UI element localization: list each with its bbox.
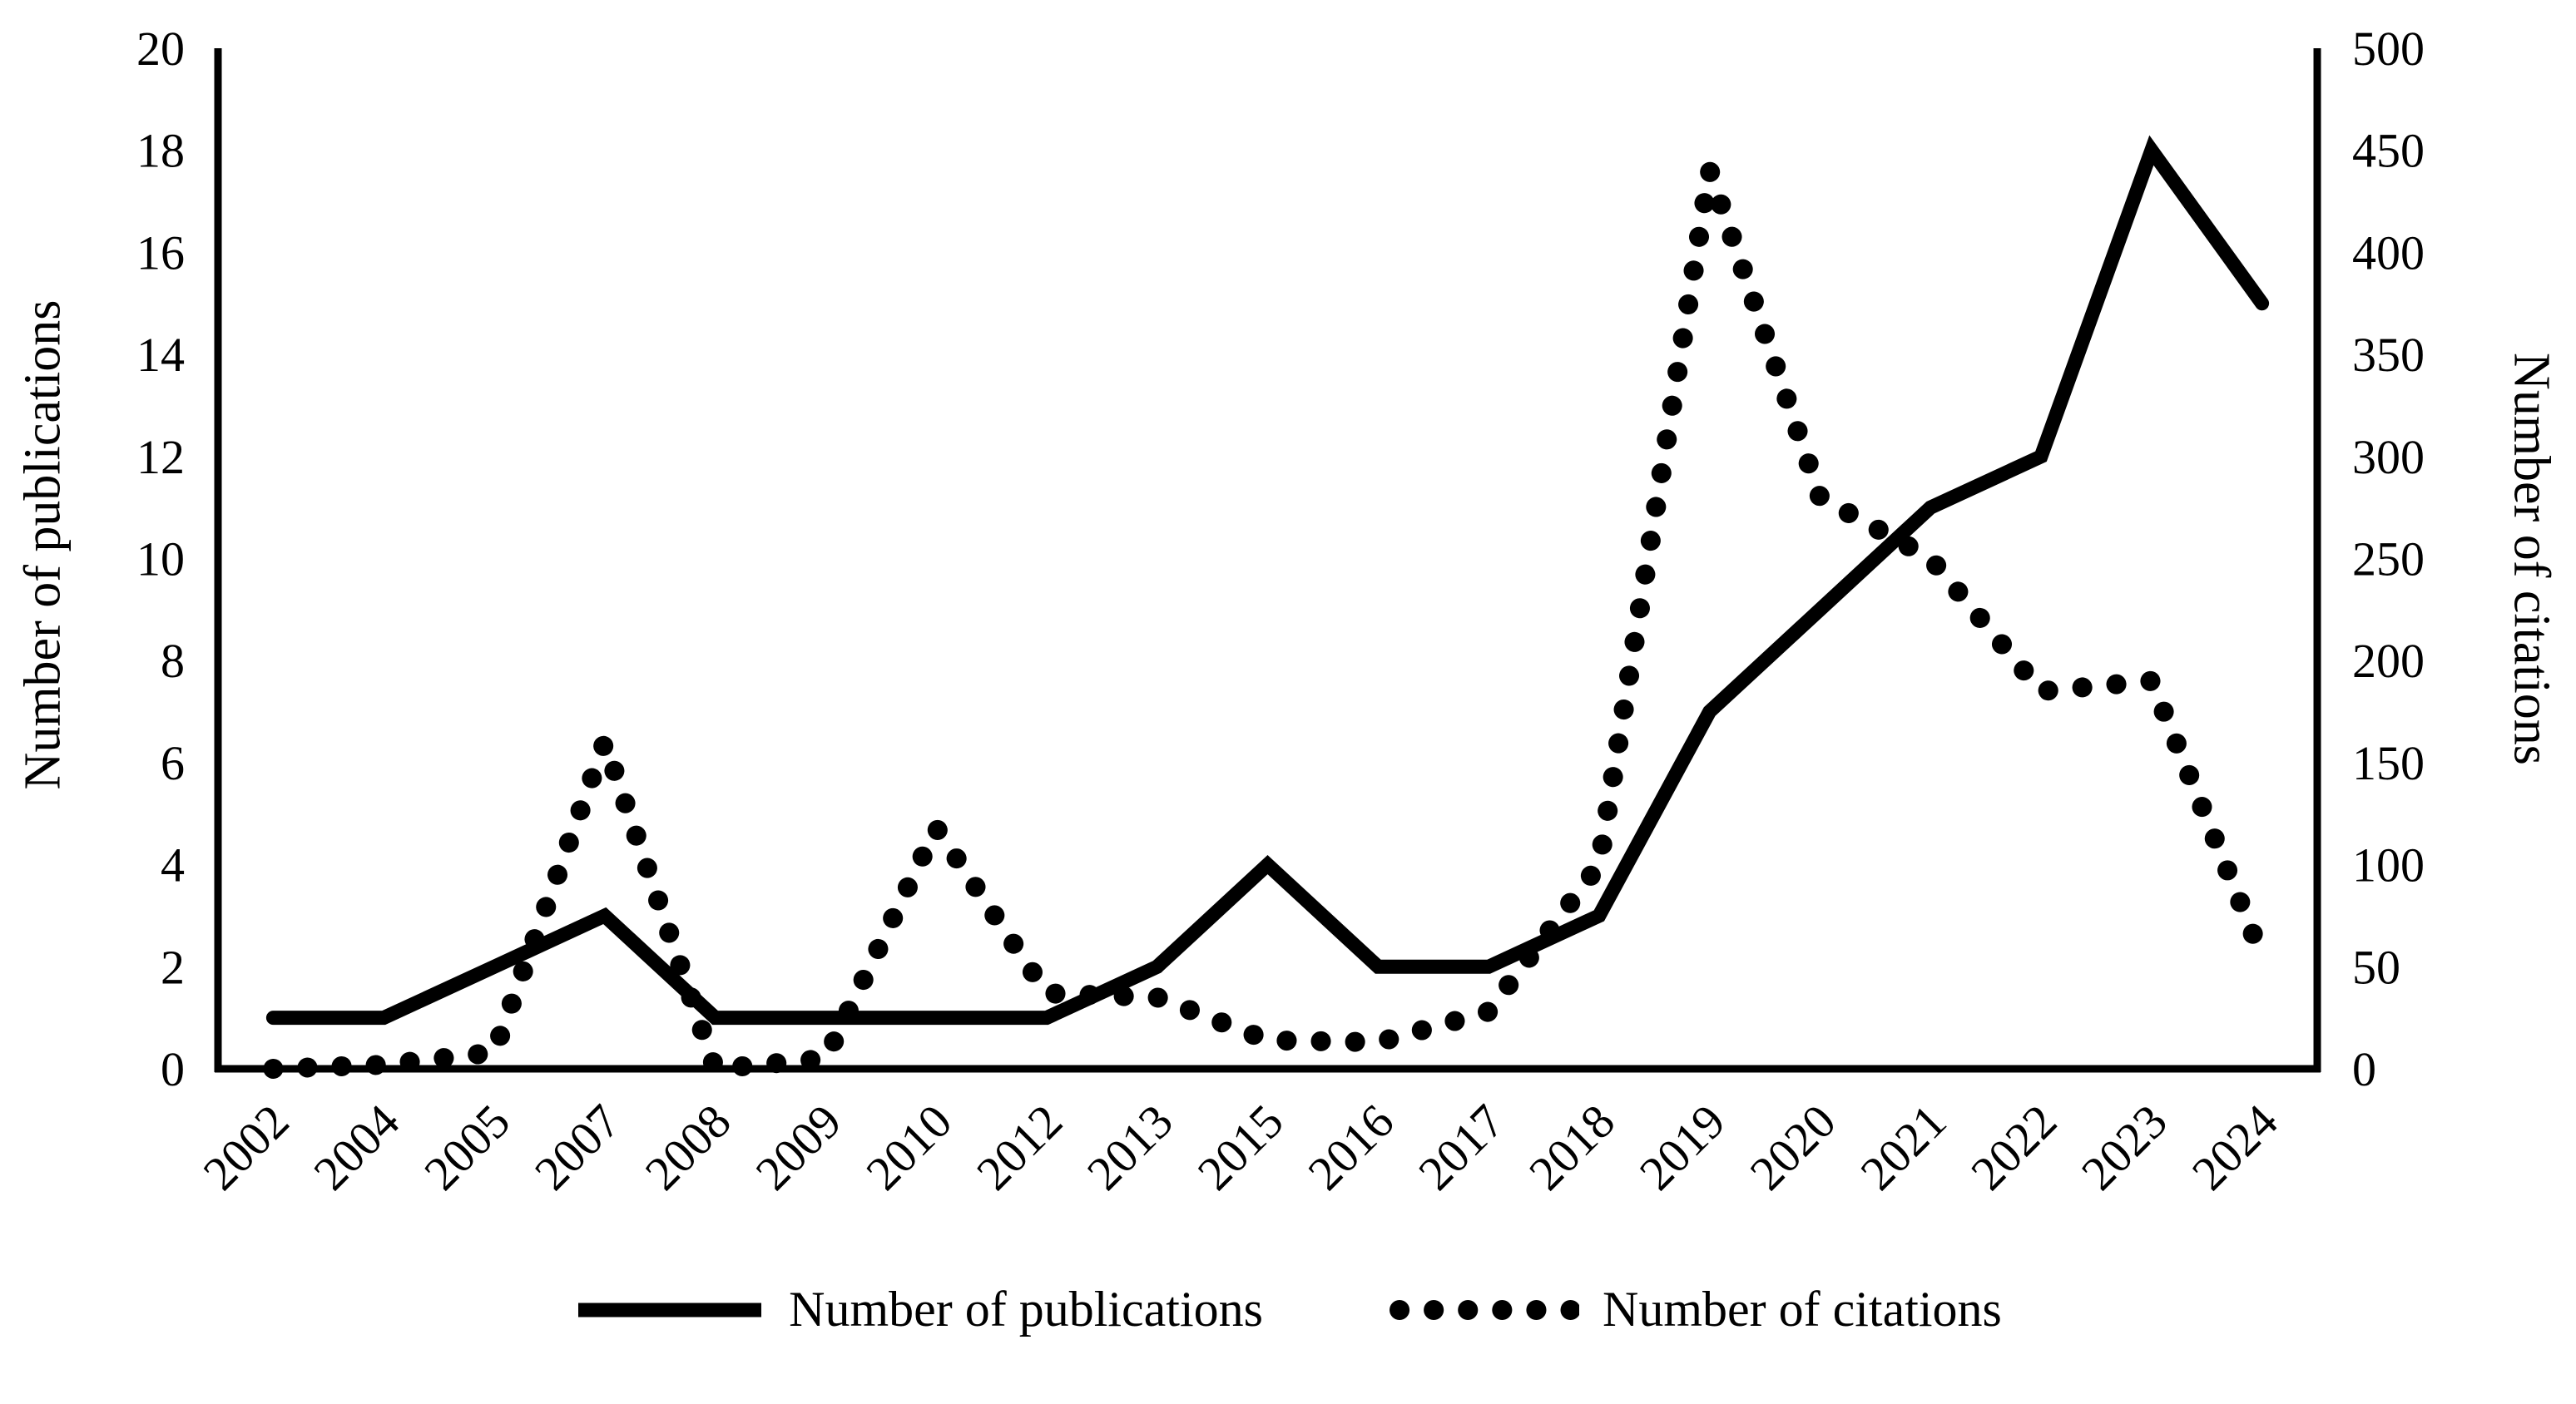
right-axis-tick-label: 0: [2352, 1042, 2376, 1096]
left-axis-tick-label: 12: [136, 430, 185, 484]
x-axis-tick-label: 2024: [2182, 1094, 2288, 1200]
left-axis-tick-label: 6: [161, 736, 185, 790]
right-axis-tick-label: 500: [2352, 22, 2425, 76]
x-axis-tick-label: 2002: [193, 1094, 300, 1200]
series-line-citations: [263, 161, 2272, 1079]
right-axis-tick-label: 300: [2352, 430, 2425, 484]
left-axis-tick-label: 14: [136, 328, 185, 382]
right-axis-tick-label: 100: [2352, 838, 2425, 892]
left-axis-tick-label: 18: [136, 124, 185, 178]
legend-item-publications: Number of publications: [574, 1281, 1263, 1338]
dotted-line-swatch-icon: [1390, 1299, 1579, 1320]
solid-line-swatch-icon: [578, 1303, 762, 1317]
x-axis-tick-label: 2012: [966, 1094, 1073, 1200]
left-axis-tick-label: 20: [136, 22, 185, 76]
x-axis-tick-label: 2008: [635, 1094, 741, 1200]
left-axis-tick-label: 16: [136, 225, 185, 279]
right-axis-tick-label: 450: [2352, 124, 2425, 178]
left-axis-tick-label: 0: [161, 1042, 185, 1096]
x-axis-tick-label: 2017: [1408, 1094, 1514, 1200]
x-axis-tick-label: 2007: [524, 1094, 631, 1200]
right-axis-tick-label: 50: [2352, 940, 2400, 994]
x-axis-tick-label: 2004: [303, 1094, 409, 1200]
legend-item-citations: Number of citations: [1388, 1281, 2002, 1338]
x-axis-tick-label: 2009: [746, 1094, 852, 1200]
legend-label-citations: Number of citations: [1603, 1282, 2002, 1337]
left-axis-tick-label: 2: [161, 940, 185, 994]
left-axis-tick-label: 10: [136, 532, 185, 586]
right-axis-tick-label: 350: [2352, 328, 2425, 382]
x-axis-tick-label: 2018: [1518, 1094, 1625, 1200]
left-axis-tick-label: 4: [161, 838, 185, 892]
right-axis-tick-label: 150: [2352, 736, 2425, 790]
x-axis-tick-label: 2020: [1740, 1094, 1846, 1200]
right-axis-tick-label: 250: [2352, 532, 2425, 586]
x-axis-tick-label: 2016: [1297, 1094, 1404, 1200]
legend-label-publications: Number of publications: [789, 1282, 1263, 1337]
x-axis-tick-label: 2021: [1850, 1094, 1956, 1200]
left-axis-tick-label: 8: [161, 634, 185, 688]
x-axis-tick-label: 2019: [1629, 1094, 1736, 1200]
x-axis-tick-label: 2005: [414, 1094, 520, 1200]
x-axis-tick-label: 2010: [855, 1094, 962, 1200]
series-line-publications: [265, 135, 2270, 1026]
legend: Number of publications Number of citatio…: [0, 1281, 2576, 1338]
right-axis-tick-label: 200: [2352, 634, 2425, 688]
x-axis-tick-label: 2013: [1077, 1094, 1183, 1200]
x-axis-tick-label: 2023: [2071, 1094, 2177, 1200]
right-axis-tick-label: 400: [2352, 225, 2425, 279]
x-axis-tick-label: 2022: [1960, 1094, 2067, 1200]
x-axis-tick-label: 2015: [1187, 1094, 1294, 1200]
